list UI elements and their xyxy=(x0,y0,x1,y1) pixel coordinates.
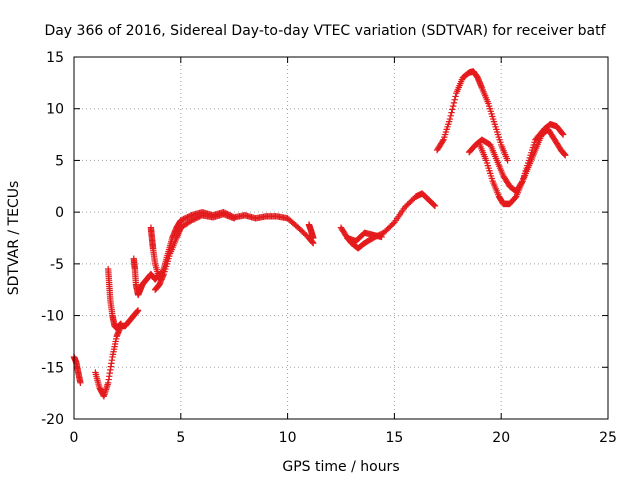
data-point xyxy=(559,131,567,138)
y-tick-label: 5 xyxy=(55,153,64,169)
y-tick-label: 10 xyxy=(46,102,64,118)
series-arc-7 xyxy=(305,221,317,242)
plot-frame xyxy=(73,56,609,420)
y-tick-label: -20 xyxy=(41,412,64,428)
data-point xyxy=(134,307,142,314)
x-tick-label: 0 xyxy=(70,430,79,446)
series-arc-11 xyxy=(465,121,567,195)
data-point xyxy=(431,202,439,210)
data-point xyxy=(452,93,459,100)
chart-title: Day 366 of 2016, Sidereal Day-to-day VTE… xyxy=(44,23,606,39)
data-point xyxy=(451,96,458,103)
series-arc-3 xyxy=(104,265,125,332)
y-tick-labels: -20 -15 -10 -5 0 5 10 15 xyxy=(41,50,64,428)
y-tick-label: 15 xyxy=(46,50,64,66)
x-tick-label: 25 xyxy=(599,430,617,446)
y-tick-label: -5 xyxy=(50,257,64,273)
data-point xyxy=(430,201,438,209)
data-point xyxy=(117,320,125,328)
x-tick-label: 10 xyxy=(279,430,297,446)
series-arc-10 xyxy=(433,68,511,164)
data-point xyxy=(449,102,457,110)
data-point xyxy=(562,152,569,159)
data-point xyxy=(447,112,454,120)
data-point xyxy=(378,233,385,241)
series-arc-1 xyxy=(70,353,84,386)
data-points xyxy=(70,68,569,400)
data-point xyxy=(504,157,511,164)
series-arc-6 xyxy=(151,211,238,293)
data-point xyxy=(77,379,84,386)
x-axis-label: GPS time / hours xyxy=(282,459,399,475)
data-point xyxy=(559,130,566,137)
data-point xyxy=(449,106,456,113)
y-tick-label: -10 xyxy=(41,309,64,325)
data-point xyxy=(310,234,317,242)
x-tick-label: 20 xyxy=(492,430,510,446)
data-point xyxy=(450,99,458,107)
data-point xyxy=(439,137,446,145)
x-tick-label: 15 xyxy=(385,430,403,446)
data-point xyxy=(446,115,454,123)
series-arc-8 xyxy=(337,190,439,252)
series-arc-12 xyxy=(476,126,569,208)
y-tick-label: 0 xyxy=(55,205,64,221)
y-axis-label: SDTVAR / TECUs xyxy=(6,181,22,296)
data-point xyxy=(448,109,455,116)
series-arc-9 xyxy=(344,229,385,245)
grid xyxy=(74,57,608,419)
series-arc-2 xyxy=(92,307,142,400)
data-point xyxy=(389,220,397,227)
y-tick-label: -15 xyxy=(41,360,64,376)
x-tick-label: 5 xyxy=(176,430,185,446)
data-point xyxy=(231,215,238,222)
series-arc-4 xyxy=(130,255,163,299)
x-tick-labels: 0 5 10 15 20 25 xyxy=(70,430,617,446)
